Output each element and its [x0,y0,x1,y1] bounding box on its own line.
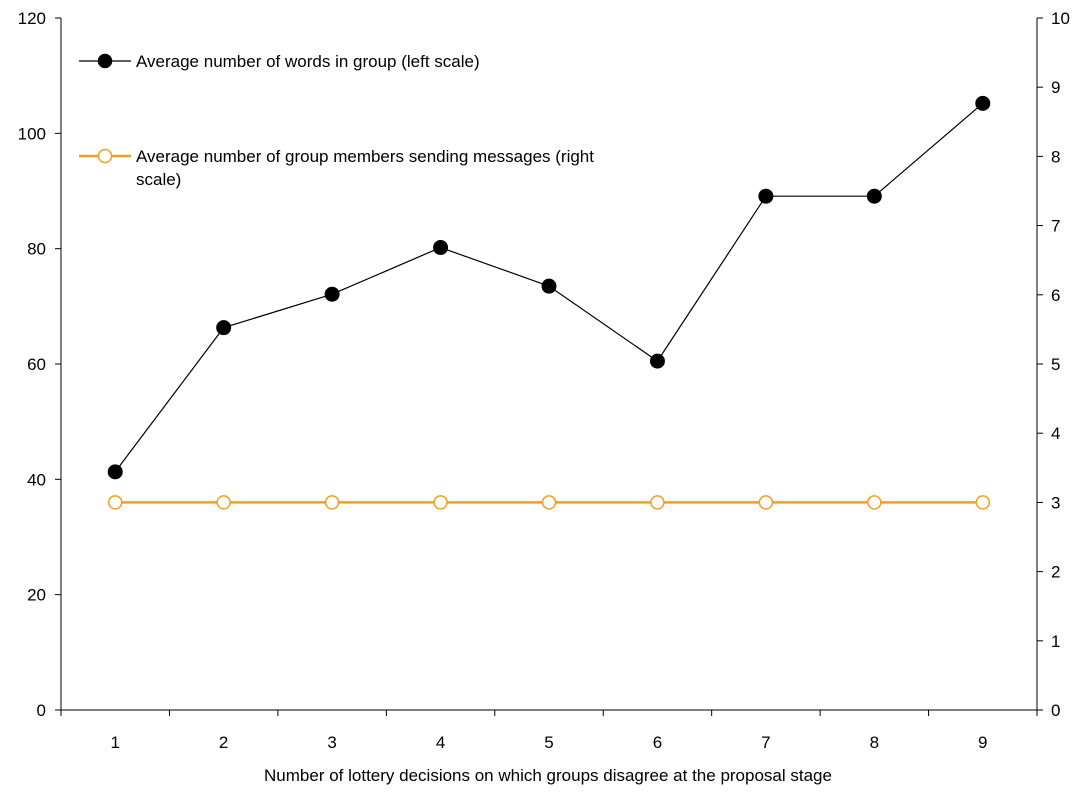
y-right-tick-label: 0 [1051,701,1060,720]
series-2-point [433,495,448,510]
y-left-tick-label: 60 [27,355,46,374]
series-2-point [867,495,882,510]
legend-entry-2: Average number of group members sending … [79,147,594,189]
series-1 [107,95,991,480]
x-tick-label: 6 [653,733,662,752]
legend-marker [97,148,113,164]
x-tick-label: 3 [327,733,336,752]
y-right-tick-label: 10 [1051,9,1070,28]
series-2-point [541,495,557,510]
series-2-point [650,495,665,510]
legend-entry-1: Average number of words in group (left s… [79,52,480,71]
series-layer [107,95,991,510]
series-1-point [107,464,123,480]
y-left-tick-label: 0 [37,701,46,720]
series-1-point [433,240,449,256]
x-tick-label: 9 [978,733,987,752]
y-left-tick-label: 20 [27,586,46,605]
y-left-tick-label: 100 [18,124,46,143]
series-2-point [975,495,991,510]
x-tick-label: 4 [436,733,445,752]
y-right-tick-label: 3 [1051,493,1060,512]
legend-marker [97,53,113,69]
x-tick-label: 5 [544,733,553,752]
y-right-tick-label: 4 [1051,424,1060,443]
legend-label: Average number of group members sending … [136,147,594,166]
series-1-point [866,188,882,204]
series-2 [107,495,991,510]
y-right-tick-label: 9 [1051,78,1060,97]
series-2-point [758,495,774,510]
series-2-point [324,495,340,510]
y-left-tick-label: 80 [27,240,46,259]
y-right-tick-label: 5 [1051,355,1060,374]
series-1-point [649,353,665,369]
series-2-point [216,495,231,510]
legend-label: scale) [136,170,181,189]
legend: Average number of words in group (left s… [79,52,594,189]
x-tick-label: 7 [761,733,770,752]
y-right-tick-label: 7 [1051,217,1060,236]
y-left-tick-label: 120 [18,9,46,28]
y-right-tick-label: 1 [1051,632,1060,651]
y-right-tick-label: 8 [1051,147,1060,166]
series-1-point [324,286,340,302]
legend-label: Average number of words in group (left s… [136,52,480,71]
series-1-point [541,278,557,294]
x-tick-label: 1 [110,733,119,752]
x-axis-title: Number of lottery decisions on which gro… [264,766,832,785]
y-right-tick-label: 2 [1051,563,1060,582]
y-left-tick-label: 40 [27,470,46,489]
axes: 0 20 40 60 80 100 120 0 1 2 3 4 5 6 7 8 9 10 1 2 3 4 5 6 7 8 9 [18,9,1070,752]
series-2-point [107,495,123,510]
series-1-point [216,320,232,336]
series-1-point [975,95,991,111]
y-right-tick-label: 6 [1051,286,1060,305]
x-tick-label: 2 [219,733,228,752]
x-tick-label: 8 [870,733,879,752]
series-1-point [758,188,774,204]
